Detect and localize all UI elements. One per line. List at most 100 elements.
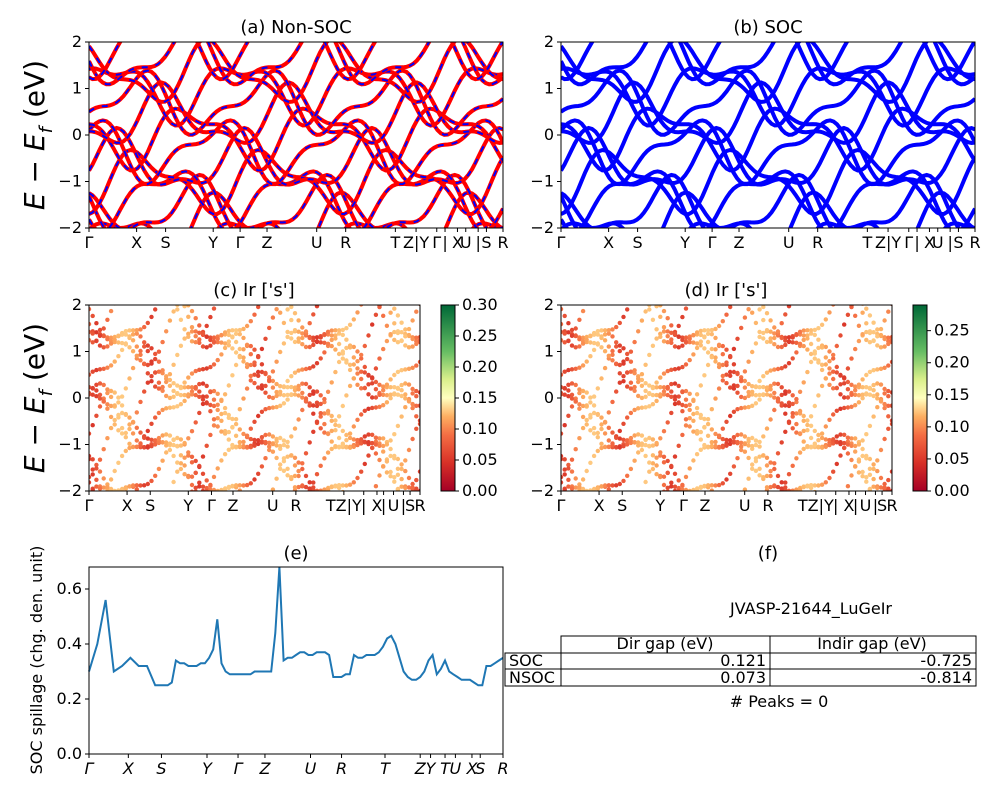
- band-d-dot: [621, 444, 626, 449]
- panel-b-xtick-label: Γ: [708, 233, 717, 252]
- band-d-dot: [562, 369, 567, 374]
- band-c-dot: [373, 442, 379, 447]
- band-c-dot: [215, 466, 220, 471]
- band-d-dot: [694, 330, 700, 335]
- band-c-dot: [204, 394, 209, 399]
- band-c-dot: [89, 338, 92, 343]
- band-c-dot: [101, 326, 106, 331]
- band-d-dot: [721, 515, 725, 519]
- band-d-dot: [698, 485, 703, 490]
- band-d-dot: [647, 435, 652, 441]
- band-c-dot: [123, 332, 128, 337]
- band-d-dot: [632, 407, 637, 413]
- band-d-dot: [588, 354, 593, 359]
- band-c-dot: [193, 458, 198, 464]
- band-d-dot: [599, 415, 604, 420]
- band-c-dot: [289, 453, 294, 458]
- band-c-dot: [153, 351, 158, 357]
- band-d-dot: [716, 445, 722, 450]
- panel-a-xtick-label: U: [460, 233, 472, 252]
- band-c-dot: [259, 362, 265, 367]
- band-d-dot: [673, 493, 677, 497]
- panel-b-xtick-label: X: [603, 233, 614, 252]
- band-c-dot: [399, 393, 404, 399]
- band-d-dot: [705, 445, 711, 450]
- col-indir-gap: Indir gap (eV): [817, 634, 927, 653]
- band-d-dot: [569, 333, 575, 338]
- band-c-dot: [171, 362, 176, 367]
- band-d-dot: [875, 367, 880, 372]
- band-d-dot: [757, 473, 762, 478]
- band-c-dot: [292, 485, 298, 490]
- band-d-dot: [720, 343, 725, 349]
- band-d-dot: [746, 300, 750, 304]
- band-d-dot: [824, 285, 828, 289]
- band-d-dot: [882, 481, 887, 487]
- band-d-dot: [753, 442, 759, 448]
- band-c-dot: [274, 359, 279, 364]
- band-c-dot: [175, 435, 180, 441]
- band-c-dot: [108, 394, 114, 400]
- band-c-dot: [377, 305, 382, 308]
- band-d-dot: [595, 342, 600, 347]
- band-c-dot: [160, 440, 165, 445]
- band-c-dot: [208, 409, 213, 414]
- band-d-dot: [632, 433, 637, 438]
- band-d-dot: [801, 484, 806, 490]
- band-d-dot: [886, 388, 891, 394]
- band-c-dot: [182, 380, 187, 385]
- band-c-dot: [274, 443, 279, 448]
- band-c-dot: [208, 389, 213, 394]
- band-c-dot: [222, 452, 228, 457]
- band-c-dot: [127, 328, 132, 333]
- band-d-dot: [602, 419, 608, 425]
- band-c-dot: [417, 469, 420, 474]
- band-d-dot: [562, 457, 567, 462]
- colorbar-c-tick-label: 0.30: [462, 295, 498, 314]
- band-c-dot: [388, 396, 393, 401]
- band-d-dot: [724, 312, 729, 317]
- band-d-dot: [614, 289, 618, 293]
- band-soc-overlay-5: [89, 126, 503, 186]
- band-c-dot: [197, 323, 202, 328]
- band-c-dot: [142, 340, 147, 345]
- band-soc-8: [561, 80, 975, 146]
- band-c-dot: [197, 463, 202, 469]
- band-c-dot: [171, 298, 175, 302]
- panel-b-ytick-label: 0: [544, 125, 554, 144]
- band-d-dot: [676, 478, 681, 483]
- band-d-dot: [742, 378, 748, 384]
- band-c-dot: [351, 424, 356, 429]
- band-d-dot: [617, 371, 622, 376]
- band-d-dot: [849, 526, 853, 530]
- band-c-dot: [347, 345, 353, 350]
- band-d-dot: [834, 440, 839, 445]
- band-c-dot: [197, 337, 202, 342]
- band-d-dot: [834, 343, 839, 349]
- band-c-dot: [149, 437, 154, 442]
- band-d-dot: [566, 394, 571, 399]
- band-c-dot: [127, 441, 132, 446]
- band-d-dot: [650, 385, 656, 391]
- band-d-dot: [864, 306, 869, 311]
- band-c-dot: [366, 406, 371, 411]
- band-d-dot: [761, 384, 766, 390]
- band-d-dot: [580, 477, 586, 482]
- band-c-dot: [101, 366, 106, 371]
- panel-d-xtick-label: U: [860, 496, 872, 515]
- band-d-dot: [577, 390, 582, 396]
- band-c-dot: [333, 347, 338, 352]
- band-d-dot: [621, 518, 625, 522]
- band-d-dot: [694, 392, 700, 397]
- band-c-dot: [233, 339, 239, 345]
- panel-d-xtick-label: Z: [700, 496, 711, 515]
- band-d-dot: [584, 403, 589, 408]
- band-d-dot: [639, 395, 645, 401]
- colorbar-c-tick-label: 0.20: [462, 357, 498, 376]
- band-d-dot: [592, 489, 597, 491]
- band-d-dot: [801, 333, 806, 338]
- band-c-dot: [216, 495, 220, 499]
- band-c-dot: [374, 534, 378, 538]
- band-c-dot: [237, 443, 242, 449]
- band-d-dot: [783, 403, 788, 408]
